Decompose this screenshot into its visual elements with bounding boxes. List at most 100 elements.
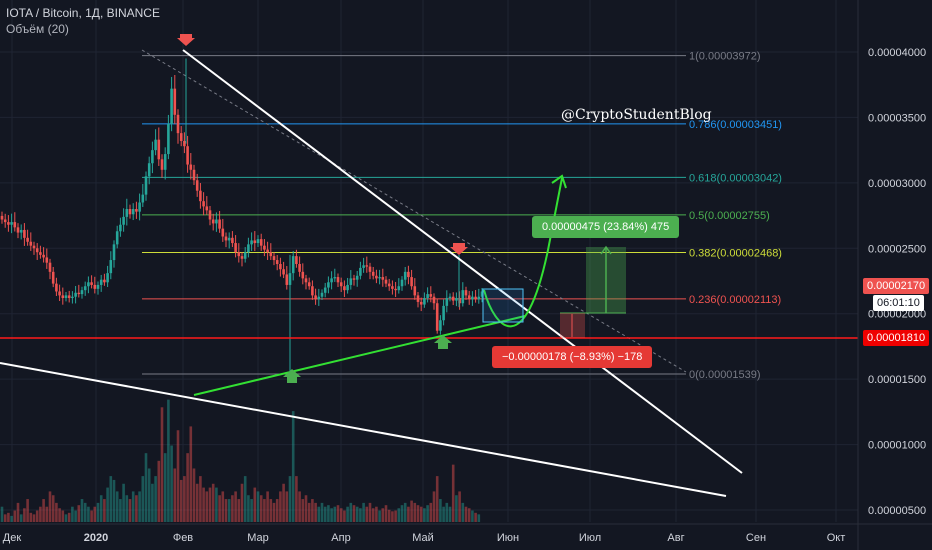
volume-bar (384, 505, 388, 522)
volume-bar (39, 506, 42, 522)
candle-body (298, 263, 301, 272)
y-tick-label: 0.00000500 (868, 505, 926, 517)
candle-body (237, 252, 241, 257)
volume-bar (419, 506, 423, 522)
volume-bar (179, 479, 183, 522)
volume-bar (307, 502, 311, 522)
candle-body (221, 228, 225, 237)
support-price-tag: 0.00001810 (863, 330, 930, 346)
volume-bar (237, 499, 241, 522)
volume-bar (442, 506, 445, 522)
long-position-label[interactable]: 0.00000475 (23.84%) 475 (532, 216, 680, 238)
volume-bar (189, 426, 193, 522)
volume-bar (282, 483, 285, 522)
volume-bar (208, 487, 212, 522)
volume-bar (61, 510, 65, 522)
volume-bar (10, 515, 13, 522)
y-tick-label: 0.00002000 (868, 309, 926, 321)
volume-bar (87, 506, 90, 522)
volume-bar (359, 508, 362, 522)
candle-body (151, 150, 154, 164)
candle-body (387, 283, 391, 287)
candle-body (119, 224, 122, 232)
candle-body (339, 282, 343, 287)
consolidation-box (482, 288, 524, 323)
volume-bar (157, 460, 161, 522)
candle-body (323, 287, 327, 293)
candle-body (301, 271, 305, 279)
fib-level-label: 0(0.00001539) (689, 369, 761, 381)
candle-body (445, 298, 449, 306)
candle-body (67, 295, 71, 299)
volume-bar (365, 506, 369, 522)
volume-bar (29, 512, 33, 522)
candle-body (215, 219, 218, 224)
candlesticks (0, 58, 484, 380)
candle-body (135, 209, 138, 212)
x-tick-label: Фев (173, 532, 193, 544)
volume-bar (375, 506, 378, 522)
symbol-title[interactable]: IOTA / Bitcoin, 1Д, BINANCE (6, 6, 160, 20)
candle-body (147, 163, 151, 177)
candle-body (64, 295, 68, 299)
short-position-label[interactable]: −0.00000178 (−8.93%) −178 (492, 346, 653, 368)
volume-bar (397, 508, 401, 522)
volume-bar (128, 499, 132, 522)
candle-body (314, 295, 317, 300)
candle-body (343, 286, 346, 291)
volume-bar (154, 476, 157, 522)
volume-bar (352, 505, 356, 522)
candle-body (442, 305, 445, 321)
volume-bar (224, 499, 228, 522)
candle-body (183, 140, 186, 147)
volume-bar (35, 510, 39, 522)
candle-body (426, 294, 429, 299)
candle-body (477, 296, 481, 300)
candle-body (0, 215, 4, 220)
candle-body (77, 292, 81, 295)
candle-body (259, 239, 263, 246)
fibonacci-retracement: 1(0.00003972) 0.786(0.00003451) 0.618(0.00… (141, 49, 782, 381)
candle-body (295, 256, 298, 264)
candle-body (419, 301, 423, 305)
volume-bar (131, 491, 135, 522)
volume-bar (106, 487, 109, 522)
volume-bar (263, 499, 266, 522)
volume-bar (83, 502, 87, 522)
candle-body (199, 190, 202, 202)
volume-bar (45, 506, 49, 522)
candle-body (208, 210, 212, 220)
x-tick-label: Окт (827, 532, 846, 544)
volume-bar (64, 514, 68, 522)
sell-signal-arrow-icon (450, 243, 468, 255)
volume-bar (314, 502, 317, 522)
candle-body (304, 278, 308, 283)
candle-body (349, 278, 353, 285)
volume-bar (311, 499, 314, 522)
volume-bar (247, 495, 250, 522)
candle-body (173, 88, 177, 115)
volume-bar (192, 468, 196, 522)
candle-body (99, 279, 103, 285)
chart-legend: IOTA / Bitcoin, 1Д, BINANCE Объём (20) (6, 5, 160, 37)
volume-bar (170, 445, 173, 522)
candle-body (365, 265, 369, 267)
candle-body (218, 219, 221, 229)
volume-bar (343, 510, 346, 522)
candle-body (247, 244, 250, 253)
lower-trend-line (0, 362, 727, 497)
y-tick-label: 0.00002500 (868, 243, 926, 255)
volume-bar (339, 508, 343, 522)
volume-indicator-label[interactable]: Объём (20) (6, 22, 69, 36)
candle-body (384, 279, 388, 284)
volume-bar (26, 499, 29, 522)
volume-bar (240, 483, 244, 522)
candle-body (307, 282, 311, 287)
candle-body (19, 229, 23, 233)
volume-bar (48, 491, 52, 522)
candle-body (109, 260, 113, 274)
candle-body (179, 133, 183, 141)
candle-body (413, 286, 417, 296)
volume-bar (416, 505, 420, 522)
